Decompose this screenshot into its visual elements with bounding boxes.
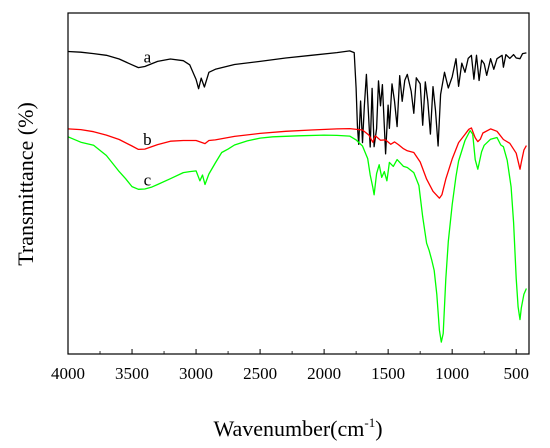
x-tick-label-3500: 3500 <box>115 364 149 383</box>
x-tick-label-4000: 4000 <box>51 364 85 383</box>
x-tick-label-1000: 1000 <box>435 364 469 383</box>
x-tick-labels: 4000 3500 3000 2500 2000 1500 1000 500 <box>51 364 529 383</box>
x-tick-label-2500: 2500 <box>243 364 277 383</box>
series-a-label: a <box>144 48 152 67</box>
series-c-label: c <box>144 170 152 189</box>
x-axis-title: Wavenumber(cm-1) <box>213 415 382 441</box>
x-tick-label-3000: 3000 <box>179 364 213 383</box>
series-b-line <box>67 127 527 199</box>
x-axis-title-superscript: -1 <box>364 415 375 430</box>
series-layer <box>67 50 527 343</box>
series-b-label: b <box>143 130 152 149</box>
x-axis-title-suffix: ) <box>375 416 382 441</box>
series-a-line <box>67 50 527 155</box>
y-axis-title: Transmittance (%) <box>13 102 38 266</box>
x-tick-label-2000: 2000 <box>307 364 341 383</box>
x-tick-label-500: 500 <box>503 364 529 383</box>
plot-area: 4000 3500 3000 2500 2000 1500 1000 500 a b c <box>51 12 530 383</box>
x-tick-label-1500: 1500 <box>371 364 405 383</box>
series-labels: a b c <box>143 48 152 190</box>
series-c-line <box>67 129 527 343</box>
ticks-layer <box>67 349 517 354</box>
plot-frame <box>67 12 530 355</box>
x-axis-title-main: Wavenumber(cm <box>213 416 364 441</box>
